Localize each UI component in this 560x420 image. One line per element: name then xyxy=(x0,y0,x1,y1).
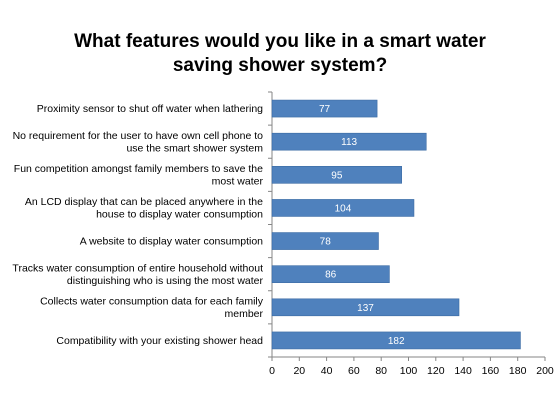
category-label: most water xyxy=(212,176,264,188)
category-label: An LCD display that can be placed anywhe… xyxy=(25,196,263,208)
bar[interactable] xyxy=(271,132,427,151)
data-label: 137 xyxy=(357,303,374,314)
x-tick-label: 40 xyxy=(321,365,333,377)
x-tick-label: 200 xyxy=(536,365,554,377)
category-label: Proximity sensor to shut off water when … xyxy=(37,103,263,115)
data-label: 113 xyxy=(341,137,357,148)
bar[interactable] xyxy=(271,232,379,250)
data-label: 77 xyxy=(319,104,331,115)
x-tick-label: 160 xyxy=(482,365,500,377)
category-label: distinguishing who is using the most wat… xyxy=(67,275,264,287)
data-label: 95 xyxy=(331,170,343,181)
category-label: Compatibility with your existing shower … xyxy=(56,335,263,347)
x-tick-label: 60 xyxy=(348,365,360,377)
category-label: Collects water consumption data for each… xyxy=(40,296,264,308)
x-tick-label: 0 xyxy=(269,365,275,377)
x-tick-label: 180 xyxy=(509,365,527,377)
chart-title-line-2: saving shower system? xyxy=(172,55,388,76)
bar[interactable] xyxy=(271,298,460,317)
category-label: No requirement for the user to have own … xyxy=(13,130,264,142)
x-tick-label: 120 xyxy=(427,365,445,377)
x-tick-label: 140 xyxy=(454,365,472,377)
data-label: 86 xyxy=(325,270,337,281)
x-tick-label: 80 xyxy=(375,365,387,377)
data-label: 78 xyxy=(320,237,332,248)
category-label: Tracks water consumption of entire house… xyxy=(12,262,263,274)
data-label: 104 xyxy=(335,203,352,214)
category-label: house to display water consumption xyxy=(96,209,263,221)
x-tick-label: 20 xyxy=(293,365,305,377)
bar[interactable] xyxy=(271,199,415,217)
category-label: A website to display water consumption xyxy=(80,236,263,248)
bar[interactable] xyxy=(271,331,521,350)
data-label: 182 xyxy=(388,336,405,347)
chart-title: What features would you like in a smart … xyxy=(0,30,560,78)
x-tick-label: 100 xyxy=(400,365,418,377)
category-label: member xyxy=(224,308,263,320)
category-label: use the smart shower system xyxy=(126,142,263,154)
chart-title-line-1: What features would you like in a smart … xyxy=(74,31,486,52)
bar[interactable] xyxy=(271,265,390,283)
category-label: Fun competition amongst family members t… xyxy=(14,163,263,175)
bar[interactable] xyxy=(271,99,378,118)
bar[interactable] xyxy=(271,166,402,184)
